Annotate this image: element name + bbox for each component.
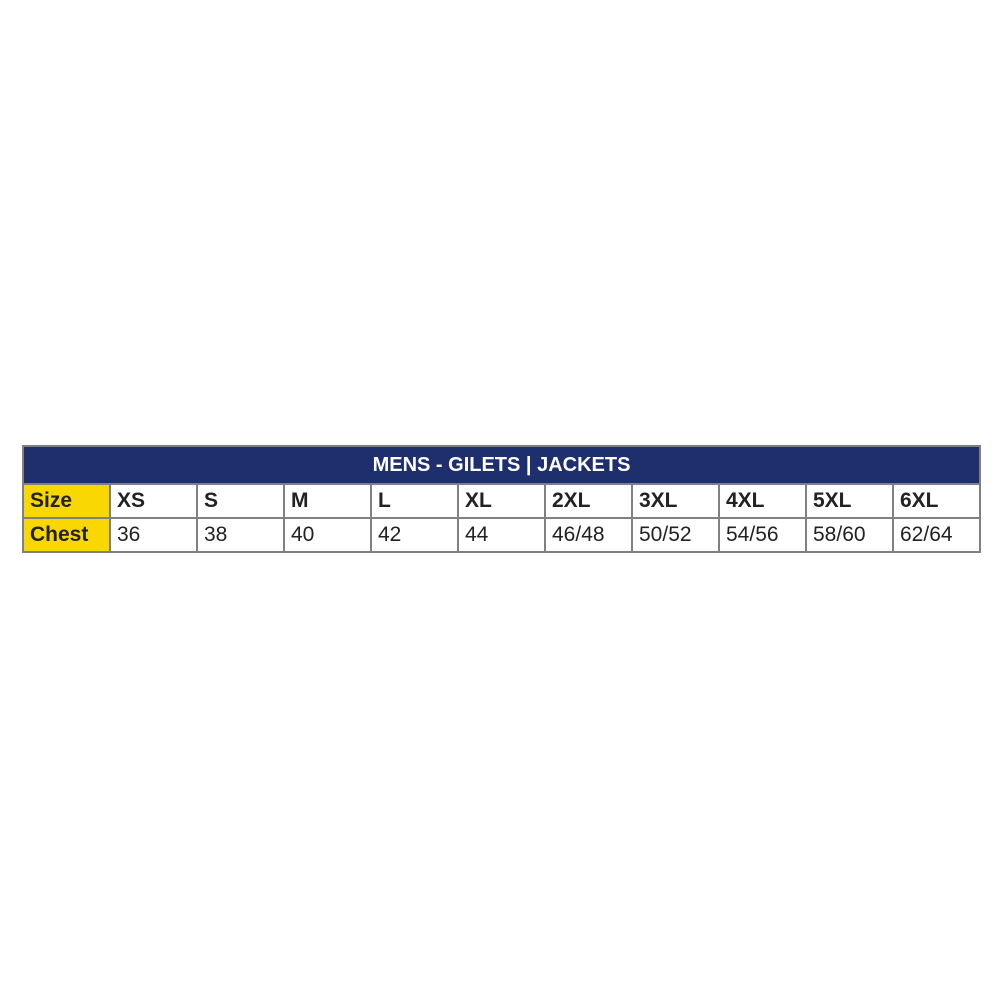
- size-cell: 4XL: [718, 483, 807, 519]
- chest-row: Chest 36 38 40 42 44 46/48 50/52 54/56 58/60 62/6…: [22, 517, 981, 553]
- size-cell: XS: [109, 483, 198, 519]
- size-label: Size: [22, 483, 111, 519]
- size-cell: M: [283, 483, 372, 519]
- chest-cell: 54/56: [718, 517, 807, 553]
- title-row: MENS - GILETS | JACKETS: [22, 445, 981, 485]
- size-cell: XL: [457, 483, 546, 519]
- size-cell: L: [370, 483, 459, 519]
- size-chart-table: MENS - GILETS | JACKETS Size XS S M L XL 2XL 3…: [22, 445, 981, 553]
- size-cell: 6XL: [892, 483, 981, 519]
- chest-cell: 58/60: [805, 517, 894, 553]
- chest-cell: 44: [457, 517, 546, 553]
- chest-cell: 46/48: [544, 517, 633, 553]
- chest-cell: 50/52: [631, 517, 720, 553]
- chest-label: Chest: [22, 517, 111, 553]
- chest-cell: 42: [370, 517, 459, 553]
- size-cell: 3XL: [631, 483, 720, 519]
- size-cell: 2XL: [544, 483, 633, 519]
- chest-cell: 36: [109, 517, 198, 553]
- size-row: Size XS S M L XL 2XL 3XL 4XL 5XL 6XL: [22, 483, 981, 519]
- size-cell: 5XL: [805, 483, 894, 519]
- size-cell: S: [196, 483, 285, 519]
- chest-cell: 62/64: [892, 517, 981, 553]
- chest-cell: 40: [283, 517, 372, 553]
- table-title: MENS - GILETS | JACKETS: [22, 445, 981, 485]
- chest-cell: 38: [196, 517, 285, 553]
